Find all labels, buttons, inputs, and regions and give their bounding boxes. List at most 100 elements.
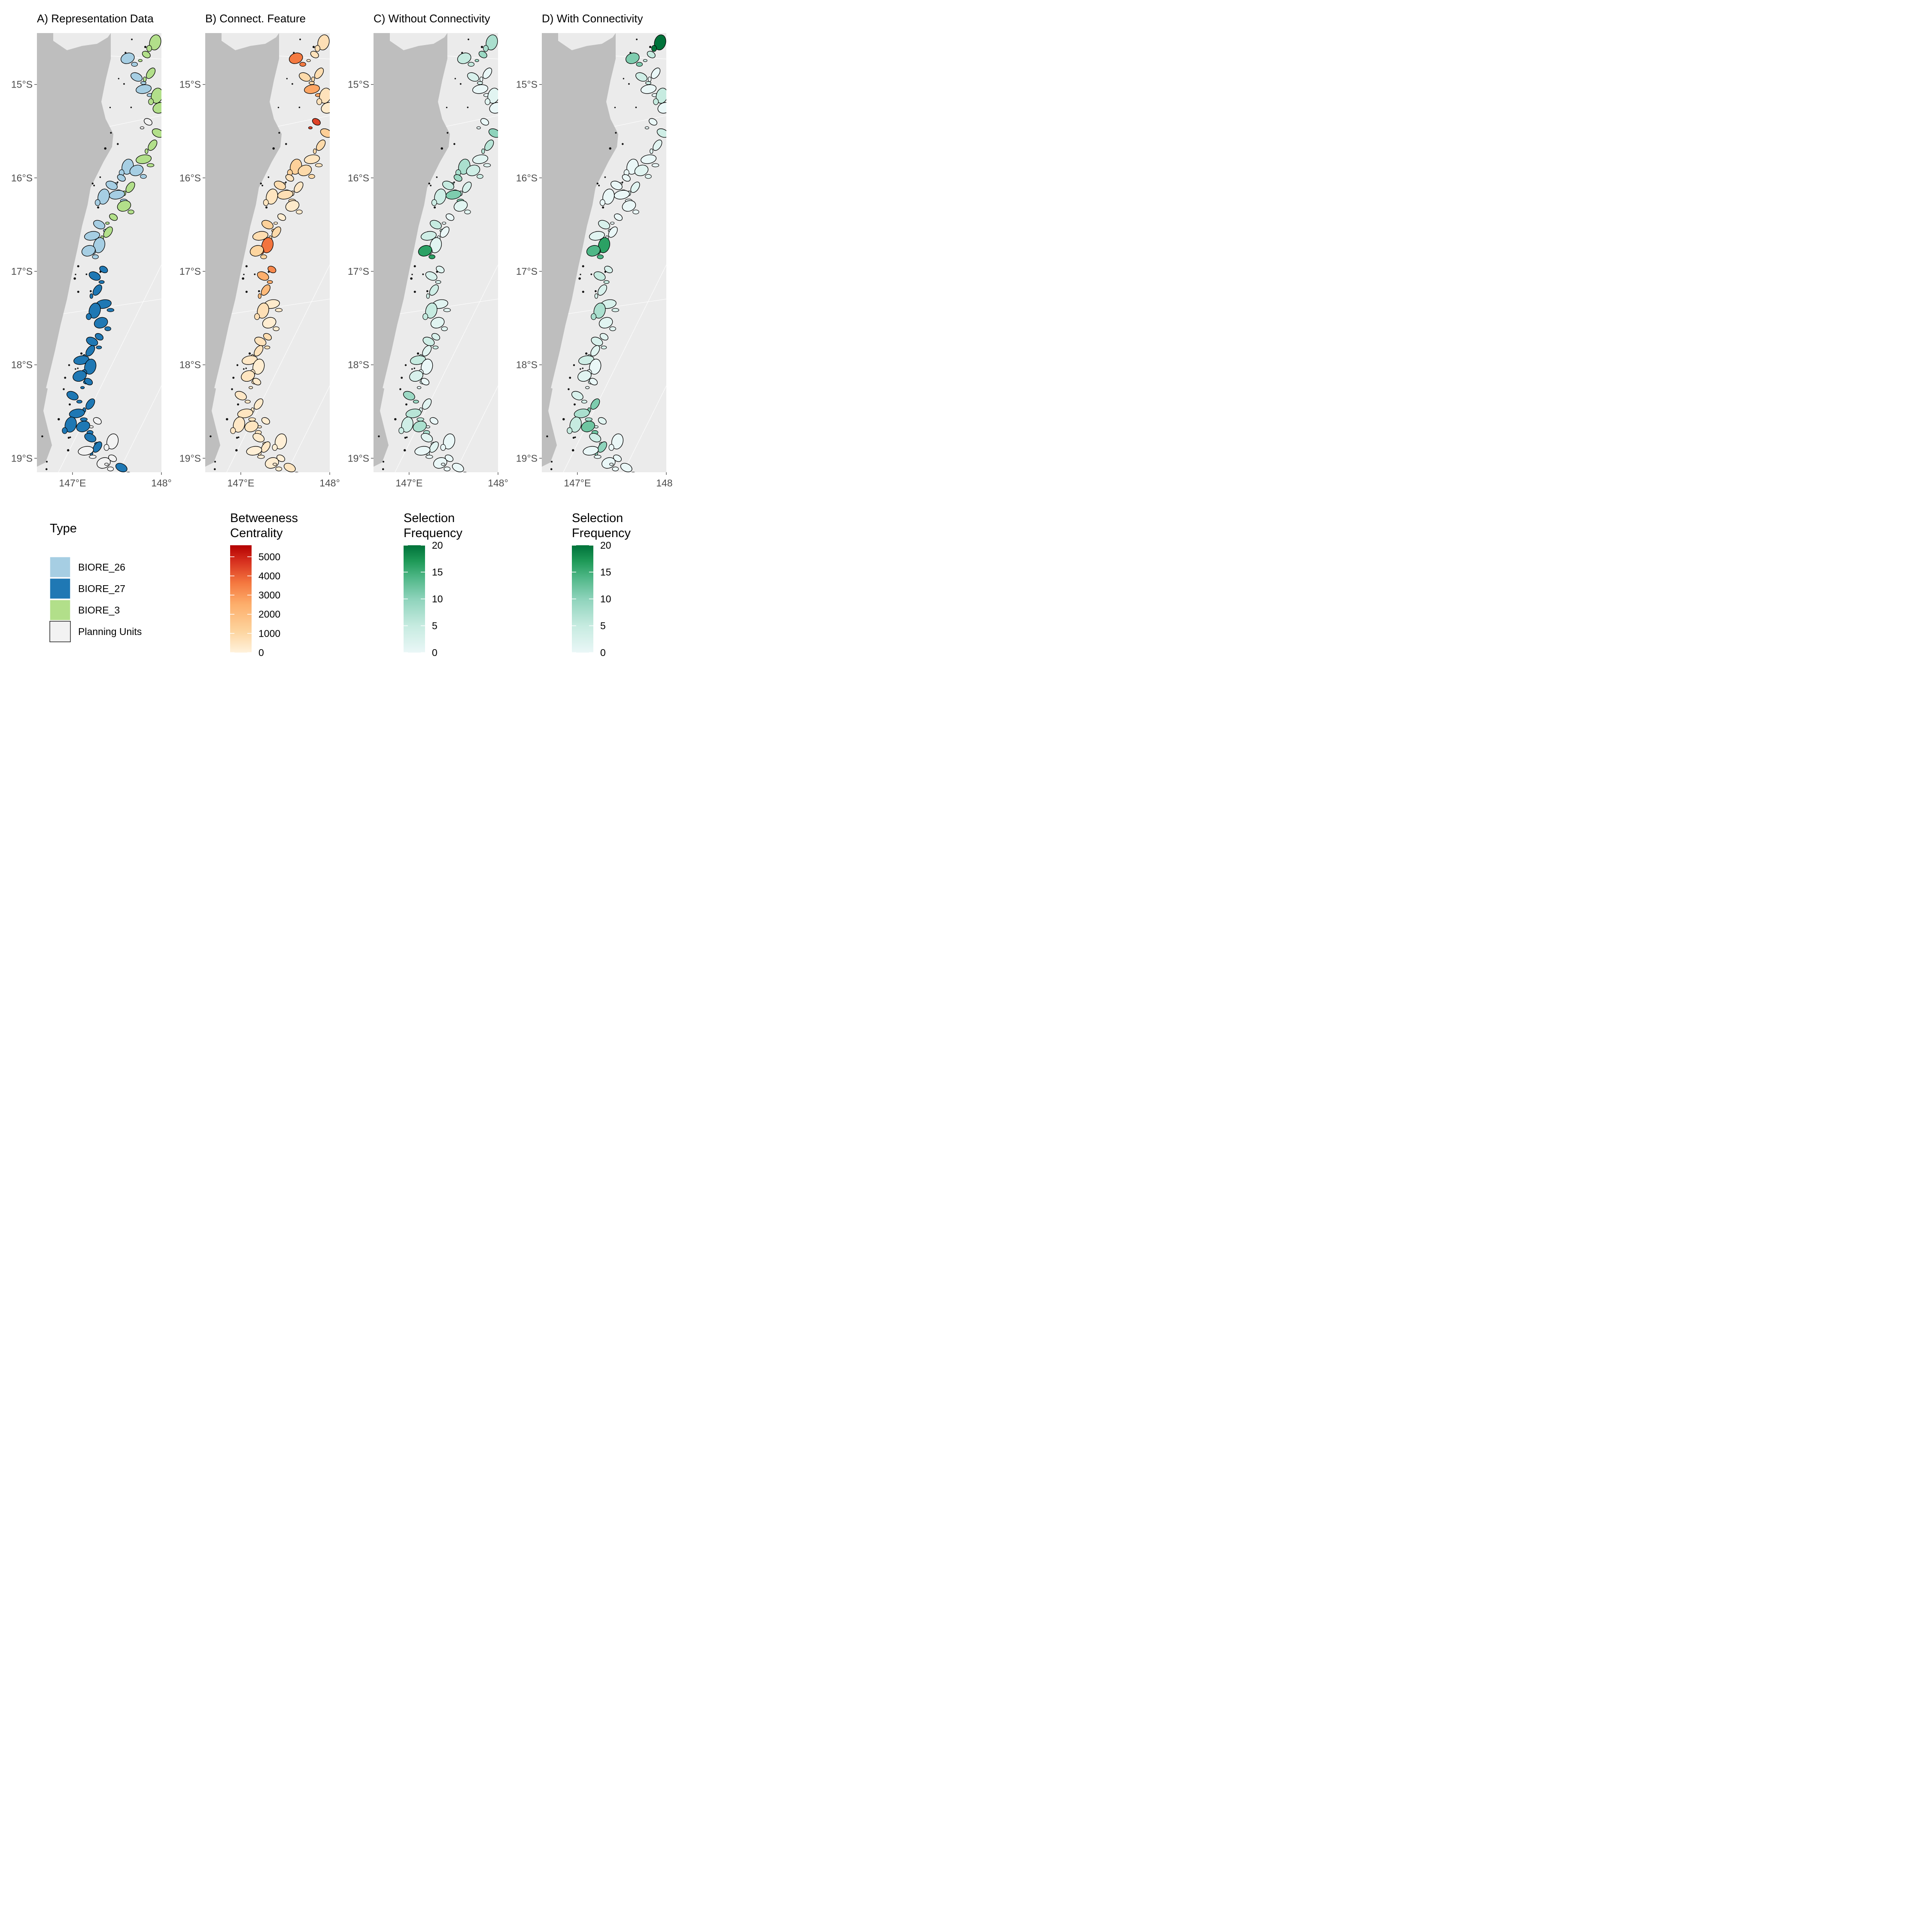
island-dot — [231, 388, 233, 390]
island-dot — [446, 106, 448, 108]
island-dot — [258, 290, 260, 292]
island-dot — [123, 83, 125, 85]
colorbar-tick-label: 15 — [432, 567, 443, 578]
planning-unit — [234, 391, 247, 401]
planning-unit — [409, 370, 423, 382]
lat-tick-label: 16°S — [516, 172, 538, 183]
planning-unit — [430, 220, 442, 229]
panel-map-content — [37, 33, 161, 472]
planning-unit-small — [435, 280, 441, 284]
planning-unit — [257, 303, 269, 319]
planning-unit-small — [126, 471, 131, 472]
legend-type-label: BIORE_26 — [78, 562, 125, 573]
planning-unit — [276, 454, 286, 462]
colorbar-tick-label: 0 — [600, 647, 606, 658]
planning-unit — [246, 446, 262, 456]
island-dot — [426, 290, 428, 292]
planning-unit — [131, 72, 143, 82]
planning-unit — [106, 433, 119, 450]
lon-tick-label: 147°E — [59, 477, 86, 489]
planning-unit-small — [131, 62, 138, 67]
planning-unit — [99, 266, 108, 273]
planning-unit-small — [143, 76, 147, 82]
island-dot — [410, 277, 413, 280]
planning-unit-small — [80, 417, 88, 422]
planning-unit — [421, 378, 430, 386]
colorbar-tick-label: 1000 — [258, 628, 280, 639]
legend-selection-c-ticks: 20 15 10 5 0 — [404, 540, 443, 658]
panel-title: B) Connect. Feature — [205, 12, 306, 25]
planning-unit-small — [464, 210, 471, 215]
map-panel-3: C) Without Connectivity 15°S 16°S 17°S 18°S 1… — [348, 12, 508, 489]
planning-unit-small — [89, 455, 97, 459]
planning-unit-small — [425, 425, 430, 428]
planning-unit — [634, 164, 649, 176]
planning-unit — [466, 164, 480, 176]
planning-unit — [421, 358, 433, 375]
planning-unit-small — [264, 346, 270, 349]
planning-unit-small — [485, 98, 491, 105]
planning-unit-small — [316, 98, 322, 105]
planning-unit — [446, 213, 455, 221]
planning-unit-small — [417, 386, 422, 389]
planning-unit — [657, 102, 666, 114]
planning-unit — [653, 140, 662, 151]
planning-unit-small — [599, 199, 605, 206]
planning-unit — [249, 245, 264, 257]
planning-unit-small — [296, 210, 303, 215]
planning-unit — [121, 52, 135, 64]
planning-unit — [88, 303, 101, 319]
island-dot — [582, 265, 584, 267]
planning-unit — [489, 102, 498, 114]
island-dot — [237, 403, 239, 406]
planning-unit — [233, 416, 245, 433]
island-dot — [299, 38, 301, 40]
island-dot — [236, 437, 238, 439]
planning-unit — [103, 226, 113, 238]
island-dot — [260, 182, 262, 185]
island-dot — [590, 273, 592, 275]
planning-unit — [106, 181, 118, 190]
legend-selection-d: Selection Frequency 20 15 10 5 0 — [572, 511, 631, 658]
island-dot — [621, 181, 623, 183]
island-dot — [585, 352, 588, 355]
planning-unit-small — [644, 126, 649, 130]
legend-betweenness-colorbar — [230, 545, 252, 653]
island-dot — [277, 106, 279, 108]
planning-unit — [443, 433, 456, 450]
planning-unit — [252, 358, 265, 375]
planning-unit-small — [668, 112, 673, 116]
island-dot — [312, 46, 315, 49]
planning-unit-small — [309, 81, 315, 85]
planning-unit — [462, 182, 472, 193]
planning-unit — [597, 441, 607, 453]
planning-unit — [429, 417, 438, 425]
colorbar-tick-label: 4000 — [258, 570, 280, 581]
colorbar-tick-label: 2000 — [258, 609, 280, 620]
island-dot — [394, 418, 397, 421]
lat-tick-label: 17°S — [179, 266, 201, 277]
planning-unit-small — [431, 199, 437, 206]
planning-unit-small — [483, 45, 489, 52]
planning-unit-small — [105, 222, 110, 225]
land-mass — [37, 33, 113, 417]
colorbar-tick-label: 3000 — [258, 589, 280, 601]
island-dot — [73, 277, 76, 280]
planning-unit — [76, 421, 90, 432]
planning-unit-small — [96, 346, 102, 349]
island-dot — [237, 436, 240, 438]
island-dot — [254, 273, 256, 275]
island-dot — [453, 143, 456, 145]
land-mass — [542, 385, 557, 467]
planning-unit-small — [645, 174, 652, 179]
planning-unit-small — [140, 126, 144, 130]
planning-unit-small — [94, 199, 100, 206]
island-dot — [594, 290, 597, 292]
island-dot — [569, 377, 571, 379]
land-mass — [37, 385, 52, 467]
panel-map-content — [205, 33, 330, 472]
planning-unit — [81, 245, 96, 257]
island-dot — [580, 273, 581, 275]
planning-unit — [651, 67, 661, 79]
planning-unit — [267, 266, 276, 273]
